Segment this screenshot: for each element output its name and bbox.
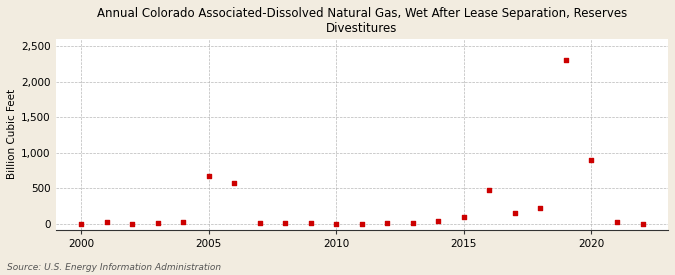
Point (153, 221, 163, 225)
Point (229, 181, 240, 185)
Point (586, 158, 597, 162)
Point (280, 221, 291, 225)
Y-axis label: Billion Cubic Feet: Billion Cubic Feet (7, 89, 17, 179)
Point (637, 222, 648, 226)
Point (382, 221, 393, 226)
Point (305, 221, 316, 225)
Point (433, 219, 443, 223)
Point (560, 57, 571, 62)
Point (101, 220, 112, 224)
Point (612, 220, 622, 224)
Point (356, 222, 367, 226)
Point (484, 188, 495, 192)
Title: Annual Colorado Associated-Dissolved Natural Gas, Wet After Lease Separation, Re: Annual Colorado Associated-Dissolved Nat… (97, 7, 627, 35)
Point (76, 221, 86, 226)
Point (458, 215, 469, 219)
Point (535, 206, 546, 210)
Point (254, 221, 265, 225)
Text: Source: U.S. Energy Information Administration: Source: U.S. Energy Information Administ… (7, 263, 221, 272)
Point (510, 211, 520, 215)
Point (408, 221, 418, 226)
Point (178, 220, 188, 224)
Point (127, 221, 138, 226)
Point (203, 174, 214, 178)
Point (331, 221, 342, 226)
